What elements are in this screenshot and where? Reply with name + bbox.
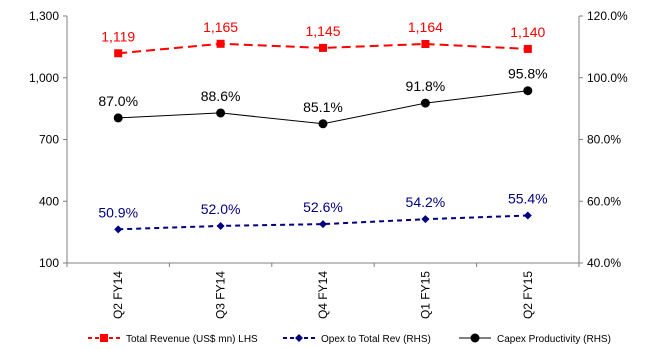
data-label: 85.1%	[303, 99, 343, 115]
data-point-marker	[216, 108, 226, 118]
x-tick-label: Q1 FY15	[418, 271, 432, 319]
data-point-marker	[216, 221, 225, 230]
data-label: 1,119	[101, 28, 135, 44]
x-tick-label: Q4 FY14	[316, 271, 330, 319]
data-label: 50.9%	[98, 204, 138, 220]
data-point-marker	[421, 215, 430, 224]
data-label: 54.2%	[406, 194, 446, 210]
data-point-marker	[319, 220, 327, 229]
data-label: 95.8%	[508, 66, 548, 82]
data-point-marker	[523, 211, 532, 220]
data-point-marker	[318, 119, 328, 129]
chart-axes: 100 400 700 1,000 1,300 40.0% 60.0% 80.0% 100.0%…	[29, 9, 628, 319]
y-left-tick-label: 400	[39, 194, 59, 208]
data-point-marker	[470, 333, 480, 343]
data-point-marker	[319, 43, 327, 52]
y-right-tick-label: 60.0%	[587, 194, 621, 208]
data-label: 52.6%	[303, 199, 343, 215]
chart-data-labels: 1,119 1,165 1,145 1,164 1,140 50.9% 52.0% 52.6%…	[98, 19, 547, 221]
data-point-marker	[420, 98, 430, 108]
legend-label: Opex to Total Rev (RHS)	[321, 334, 431, 345]
legend-label: Capex Productivity (RHS)	[497, 334, 611, 345]
x-tick-label: Q2 FY14	[111, 271, 125, 319]
series-line	[118, 42, 528, 55]
data-label: 91.8%	[406, 78, 446, 94]
data-label: 1,145	[305, 23, 340, 39]
data-label: 87.0%	[98, 93, 138, 109]
data-point-marker	[523, 44, 532, 53]
data-point-marker	[216, 39, 225, 48]
x-tick-label: Q2 FY15	[521, 271, 535, 319]
y-left-tick-label: 100	[39, 256, 59, 270]
data-point-marker	[113, 113, 123, 123]
data-point-marker	[421, 39, 430, 48]
chart-series	[113, 39, 533, 234]
data-label: 55.4%	[508, 190, 548, 206]
data-label: 1,165	[203, 19, 238, 35]
y-right-tick-label: 100.0%	[587, 71, 628, 85]
data-label: 1,140	[510, 24, 545, 40]
data-point-marker	[295, 334, 303, 342]
data-point-marker	[523, 86, 533, 96]
y-left-tick-label: 1,300	[29, 9, 59, 23]
x-tick-label: Q3 FY14	[214, 271, 228, 319]
y-right-tick-label: 40.0%	[587, 256, 621, 270]
data-point-marker	[114, 225, 123, 234]
y-left-tick-label: 700	[39, 133, 59, 147]
data-point-marker	[114, 49, 123, 58]
data-label: 52.0%	[201, 201, 241, 217]
legend-label: Total Revenue (US$ mn) LHS	[126, 334, 258, 345]
y-left-tick-label: 1,000	[29, 71, 59, 85]
y-right-tick-label: 80.0%	[587, 133, 621, 147]
data-label: 88.6%	[201, 88, 241, 104]
y-right-tick-label: 120.0%	[587, 9, 628, 23]
data-label: 1,164	[408, 19, 443, 35]
data-point-marker	[100, 334, 108, 342]
chart-legend: Total Revenue (US$ mn) LHS Opex to Total …	[88, 333, 611, 345]
